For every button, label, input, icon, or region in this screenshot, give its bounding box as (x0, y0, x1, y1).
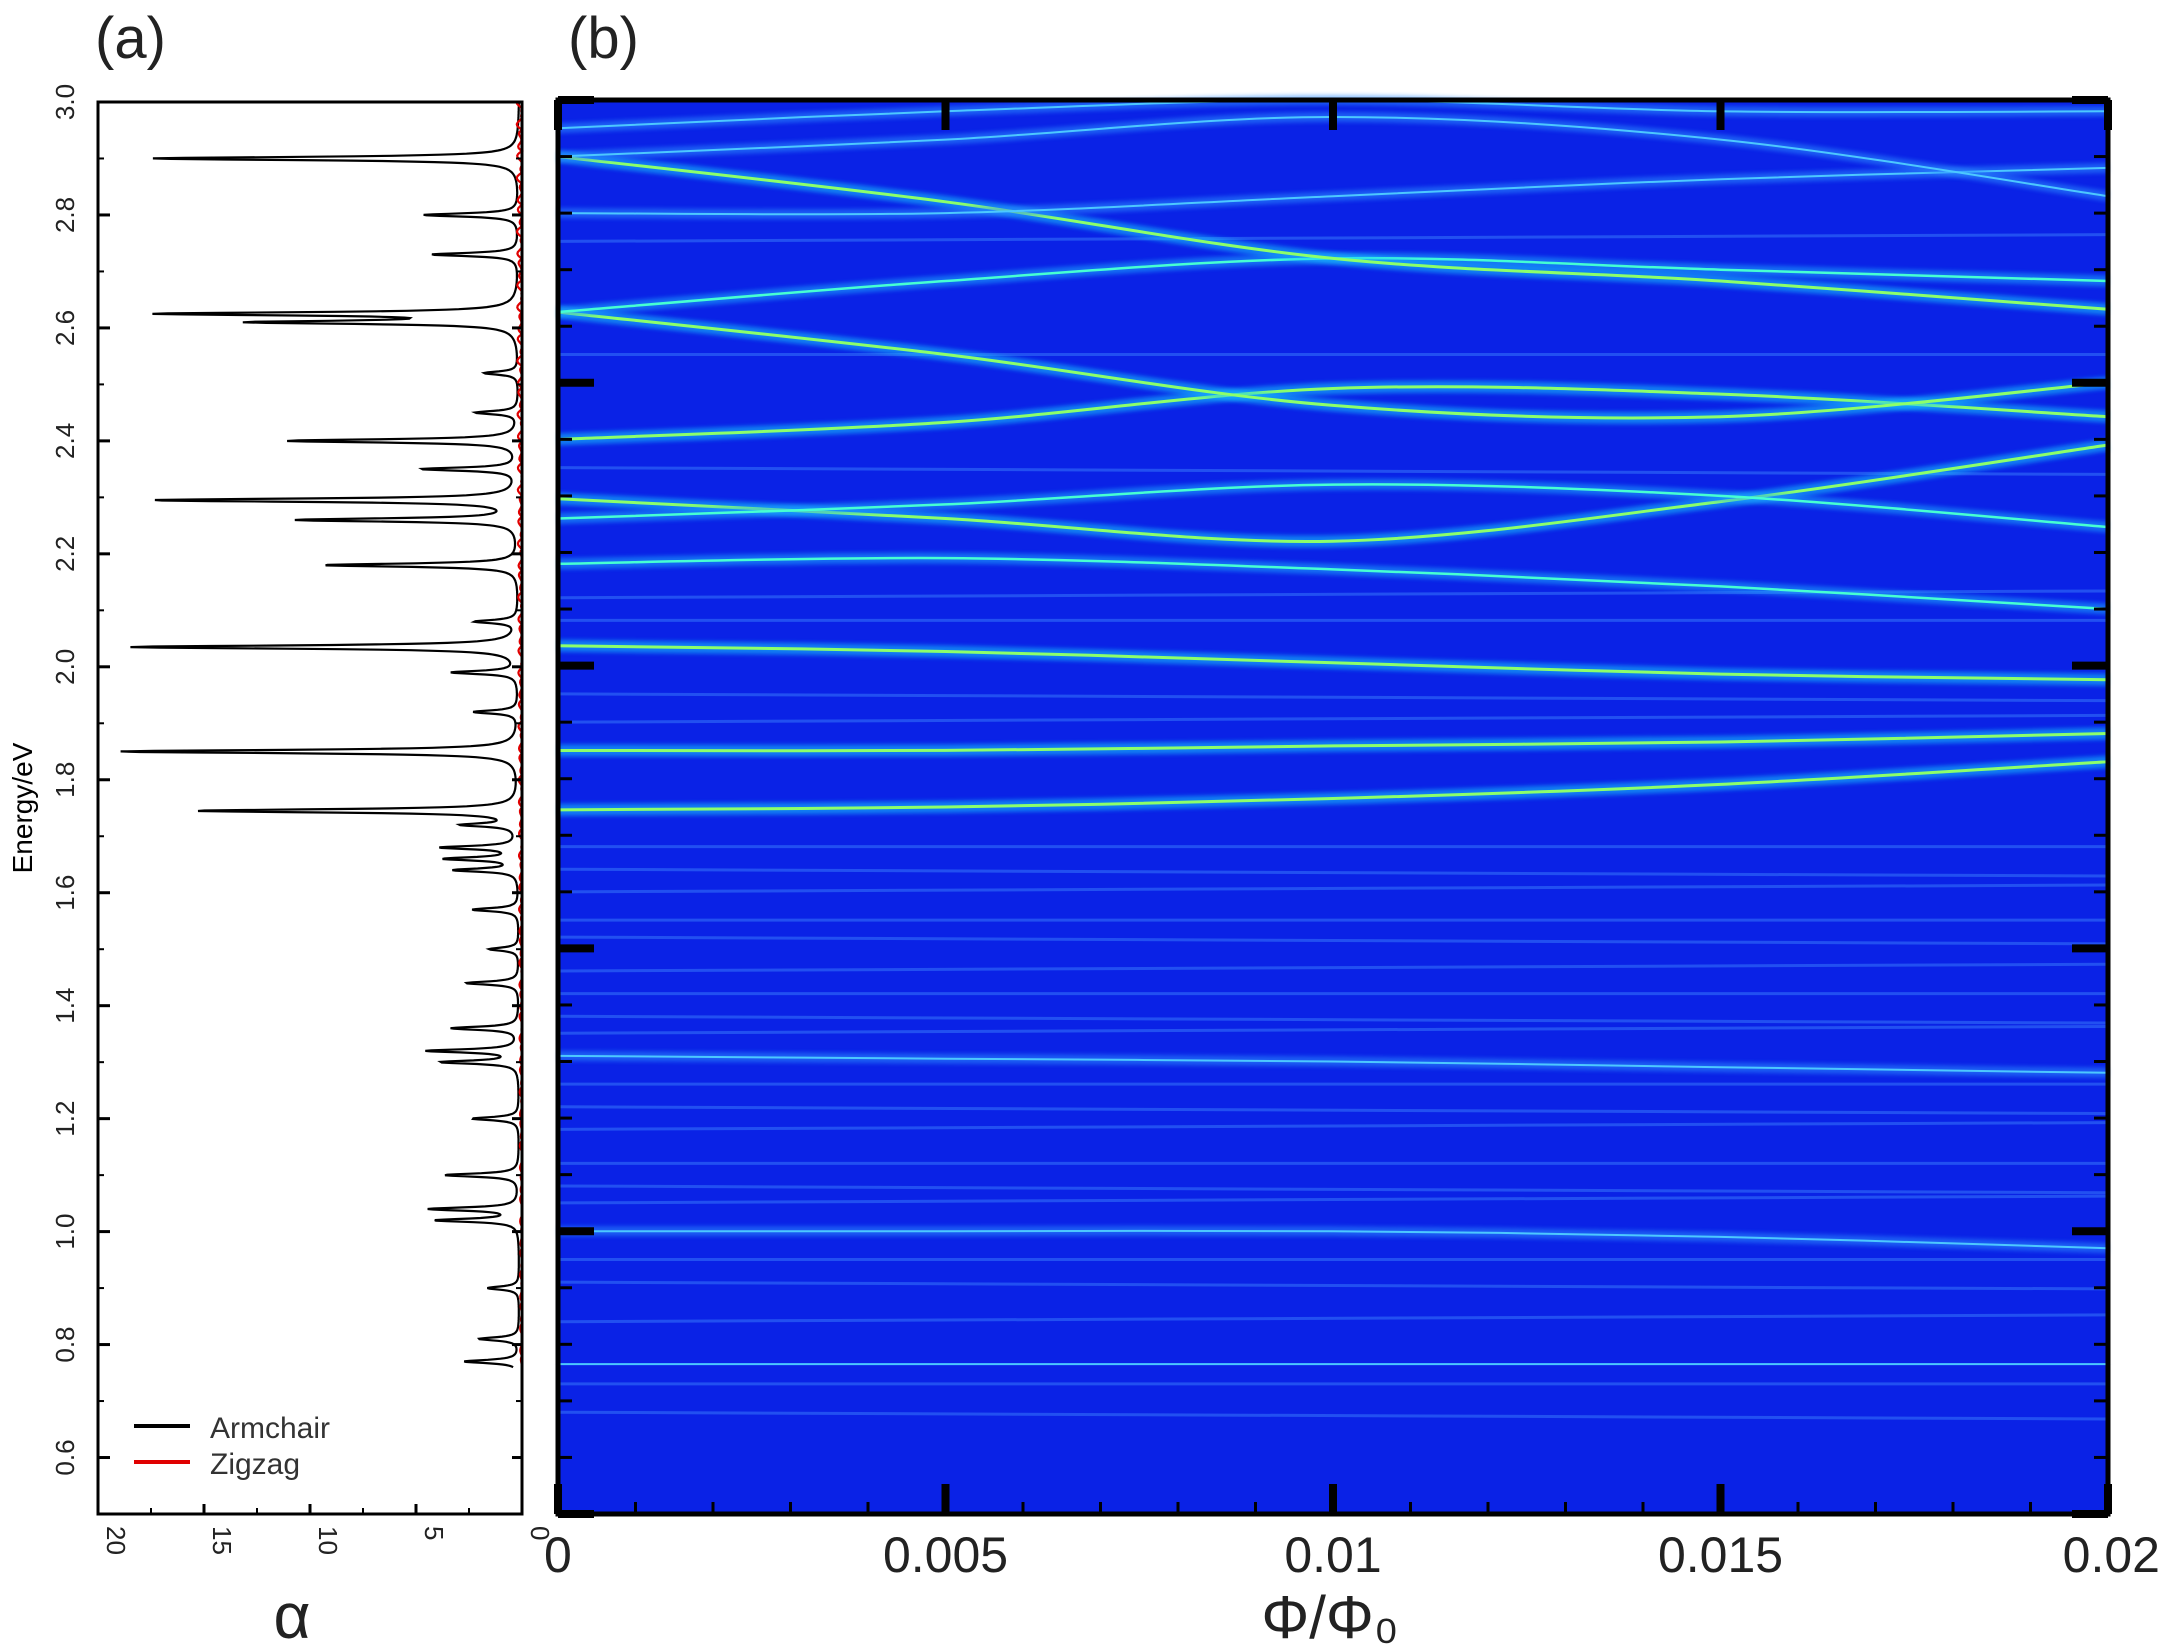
heatmap-band (557, 556, 2109, 611)
panel-b-label: (b) (568, 6, 639, 71)
panel-a-label: (a) (95, 6, 166, 71)
panel-a-ytick-label: 1.6 (50, 875, 80, 911)
panel-a-ytick-label: 1.0 (50, 1214, 80, 1250)
panel-a-chart: 0.6 0.8 1.0 1.2 1.4 1.6 1.8 2.0 2.2 2.4 2.6 2.8 3.0 2… (7, 84, 555, 1647)
heatmap-faint-band (557, 713, 2109, 724)
panel-a-xtick-label: 20 (101, 1526, 131, 1555)
heatmap-faint-band (557, 867, 2109, 878)
heatmap-band (557, 732, 2109, 753)
panel-a-ytick-label: 0.8 (50, 1326, 80, 1362)
panel-b-xtick-label: 0 (544, 1527, 572, 1583)
panel-a-xtick-label: 0 (525, 1526, 555, 1540)
heatmap-band (557, 1054, 2109, 1074)
panel-a-ylabel: Energy/eV (7, 742, 38, 873)
panel-a-ytick-label: 0.6 (50, 1439, 80, 1475)
heatmap-band (557, 310, 2109, 420)
heatmap-faint-band (557, 935, 2109, 946)
armchair-line (120, 102, 520, 1369)
panel-a-ytick-label: 2.6 (50, 310, 80, 346)
heatmap-band (557, 483, 2109, 529)
panel-a-ytick-label: 1.2 (50, 1101, 80, 1137)
heatmap-band (557, 1229, 2109, 1250)
heatmap-faint-band (557, 1410, 2109, 1421)
heatmap-band (557, 155, 2109, 311)
panel-b-xtick-label: 0.01 (1284, 1527, 1381, 1583)
panel-a-xtick-label: 15 (207, 1526, 237, 1555)
heatmap-faint-band (557, 692, 2109, 703)
heatmap-faint-band (557, 1184, 2109, 1195)
panel-a-ytick-label: 1.4 (50, 988, 80, 1024)
panel-a-ytick-label: 2.0 (50, 649, 80, 685)
heatmap-band (557, 385, 2109, 441)
panel-a-xlabel: α (274, 1580, 311, 1647)
panel-a-xtick-label: 5 (419, 1526, 449, 1540)
panel-a-ytick-label: 2.4 (50, 423, 80, 459)
panel-a-xtick-label: 10 (313, 1526, 343, 1555)
panel-b-xtick-label: 0.015 (1658, 1527, 1783, 1583)
legend: Armchair Zigzag (134, 1412, 330, 1481)
panel-a-ytick-label: 2.8 (50, 197, 80, 233)
heatmap-faint-band (557, 1014, 2109, 1025)
panel-a-ytick-label: 3.0 (50, 84, 80, 120)
heatmap-band (557, 166, 2109, 216)
heatmap-band (557, 760, 2109, 812)
panel-b-xtick-label: 0.02 (2063, 1527, 2160, 1583)
panel-b-xlabel: Φ/Φ₀ (1261, 1584, 1398, 1647)
heatmap-faint-band (557, 1194, 2109, 1205)
heatmap-faint-band (557, 233, 2109, 243)
legend-zigzag-label: Zigzag (210, 1448, 300, 1481)
panel-a-ytick-label: 2.2 (50, 536, 80, 572)
heatmap-faint-band (557, 1313, 2109, 1324)
panel-b-chart: 0 0.005 0.01 0.015 0.02 Φ/Φ₀ (544, 94, 2160, 1647)
heatmap-faint-band (557, 962, 2109, 973)
heatmap-band (557, 644, 2109, 682)
heatmap-faint-band (557, 1121, 2109, 1131)
heatmap-faint-band (557, 1024, 2109, 1035)
heatmap-faint-band (557, 883, 2109, 894)
legend-armchair-label: Armchair (210, 1412, 330, 1445)
panel-a-ytick-label: 1.8 (50, 762, 80, 798)
panel-b-xtick-label: 0.005 (883, 1527, 1008, 1583)
heatmap-faint-band (557, 466, 2109, 476)
heatmap-faint-band (557, 1280, 2109, 1291)
heatmap-faint-band (557, 1105, 2109, 1116)
